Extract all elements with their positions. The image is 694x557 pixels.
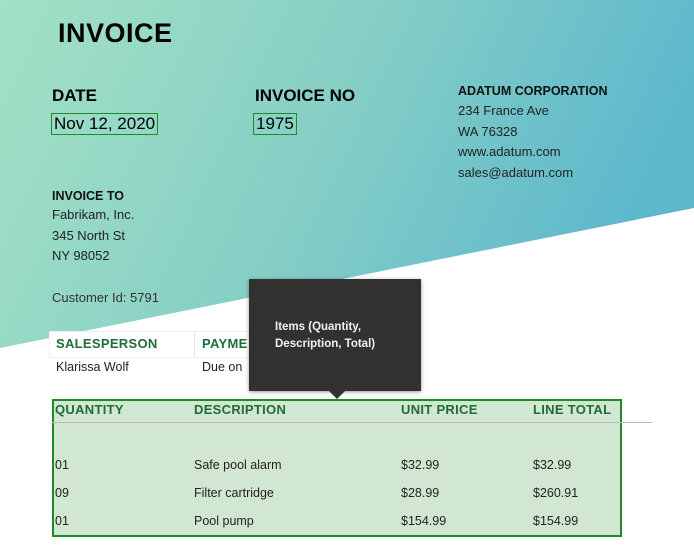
invoice-no-label: INVOICE NO [255,86,356,105]
company-email[interactable]: sales@adatum.com [458,164,574,180]
invoice-to-label: INVOICE TO [52,189,125,203]
company-city: WA 76328 [458,123,518,139]
company-name: ADATUM CORPORATION [458,84,608,98]
customer-id: Customer Id: 5791 [52,290,159,305]
client-name: Fabrikam, Inc. [52,207,135,222]
company-info: ADATUM CORPORATION 234 France Ave WA 763… [458,84,608,183]
date-label: DATE [52,86,98,105]
company-address: 234 France Ave [458,103,549,118]
client-city: NY 98052 [52,248,110,263]
quantity-header: QUANTITY [55,402,124,417]
invoice-to: INVOICE TO Fabrikam, Inc. 345 North St N… [52,189,134,267]
description-header: DESCRIPTION [194,402,287,417]
date-field[interactable]: Nov 12, 2020 [51,113,159,135]
salesperson-header: SALESPERSON [56,336,158,351]
invoice-title: INVOICE [58,18,173,48]
tooltip-text: Items (Quantity, Description, Total) [275,321,376,350]
unit-price-header: UNIT PRICE [401,402,478,417]
client-address: 345 North St [52,227,125,243]
salesperson-value: Klarissa Wolf [56,360,129,374]
company-website[interactable]: www.adatum.com [458,144,561,159]
line-total-header: LINE TOTAL [533,402,612,417]
tooltip: Items (Quantity, Description, Total) [249,279,421,399]
invoice-no-field[interactable]: 1975 [253,113,297,135]
payment-header: PAYME [202,336,248,351]
payment-value: Due on [202,360,243,374]
sales-header [49,331,251,358]
